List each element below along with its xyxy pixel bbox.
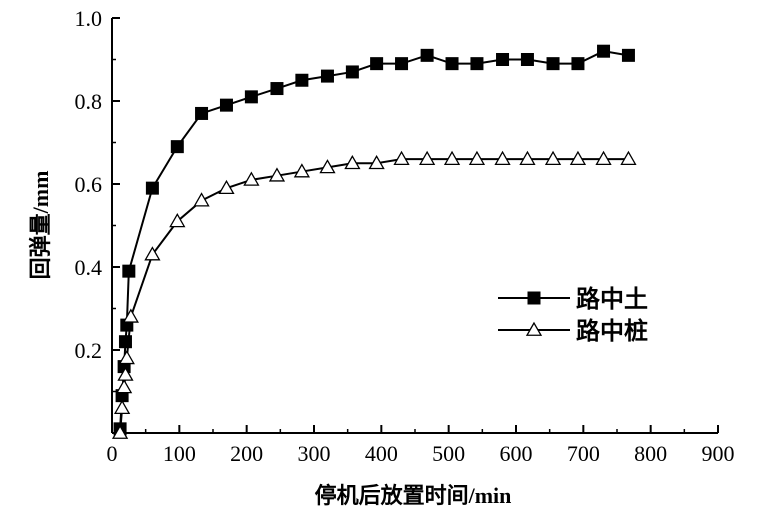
series-line xyxy=(119,158,629,434)
data-point xyxy=(445,57,459,71)
data-point xyxy=(468,150,486,166)
data-point xyxy=(520,53,534,66)
data-point xyxy=(569,150,587,166)
data-point xyxy=(621,48,635,62)
data-point xyxy=(597,44,611,58)
data-point xyxy=(571,57,585,71)
data-point xyxy=(117,366,134,381)
data-point xyxy=(122,308,139,323)
data-point xyxy=(144,246,161,261)
data-point xyxy=(268,167,286,182)
x-tick-label: 0 xyxy=(107,441,118,466)
data-point xyxy=(243,171,260,186)
y-tick-label: 0.2 xyxy=(75,338,103,363)
data-point xyxy=(319,159,336,174)
data-point xyxy=(270,82,284,96)
data-point xyxy=(395,57,409,71)
data-point xyxy=(111,424,129,439)
x-tick-label: 600 xyxy=(500,441,533,466)
data-point xyxy=(393,150,410,166)
data-point xyxy=(344,154,361,170)
data-point xyxy=(544,150,562,166)
data-point xyxy=(169,213,186,228)
y-tick-label: 0.4 xyxy=(75,255,103,280)
x-tick-label: 300 xyxy=(298,441,331,466)
data-point xyxy=(293,163,311,178)
legend-marker xyxy=(527,291,541,305)
legend-label: 路中土 xyxy=(576,285,648,313)
x-tick-label: 800 xyxy=(634,441,667,466)
data-point xyxy=(295,73,309,87)
data-point xyxy=(546,57,560,71)
x-tick-label: 200 xyxy=(230,441,263,466)
data-point xyxy=(115,379,133,394)
y-tick-label: 0.6 xyxy=(75,172,103,197)
data-point xyxy=(519,150,536,166)
data-point xyxy=(244,90,258,104)
legend-item-1: 路中土 xyxy=(498,285,648,313)
x-tick-label: 400 xyxy=(365,441,398,466)
data-point xyxy=(496,53,510,66)
data-point xyxy=(370,57,384,71)
data-point xyxy=(443,150,461,166)
x-tick-label: 500 xyxy=(432,441,465,466)
y-axis-label: 回弹量/mm xyxy=(28,171,53,280)
axes: 0 100 200 300 400 500 600 700 800 900 0.2 0.4 0.6 0.8… xyxy=(75,6,735,466)
data-point xyxy=(170,140,184,154)
x-tick-label: 100 xyxy=(163,441,196,466)
series-layer xyxy=(111,44,637,439)
y-tick-label: 0.8 xyxy=(75,89,103,114)
data-point xyxy=(118,349,135,365)
legend-marker xyxy=(525,321,543,336)
data-point xyxy=(345,65,359,79)
data-point xyxy=(494,150,511,166)
legend-item-2: 路中桩 xyxy=(498,317,648,345)
data-point xyxy=(195,106,209,120)
x-tick-label: 700 xyxy=(567,441,600,466)
data-point xyxy=(145,181,159,195)
legend-label: 路中桩 xyxy=(576,317,648,345)
data-point xyxy=(368,154,385,170)
data-point xyxy=(320,69,334,83)
series-2 xyxy=(111,150,637,439)
y-tick-label: 1.0 xyxy=(75,6,103,31)
data-point xyxy=(420,48,434,62)
data-point xyxy=(113,399,131,415)
data-point xyxy=(122,264,136,278)
data-point xyxy=(218,179,235,195)
data-point xyxy=(219,98,233,112)
data-point xyxy=(418,150,436,166)
x-tick-label: 900 xyxy=(702,441,735,466)
data-point xyxy=(470,57,484,71)
x-axis-label: 停机后放置时间/min xyxy=(315,483,512,508)
data-point xyxy=(595,150,612,166)
series-1 xyxy=(113,44,635,436)
data-point xyxy=(193,192,210,207)
data-point xyxy=(620,150,637,166)
